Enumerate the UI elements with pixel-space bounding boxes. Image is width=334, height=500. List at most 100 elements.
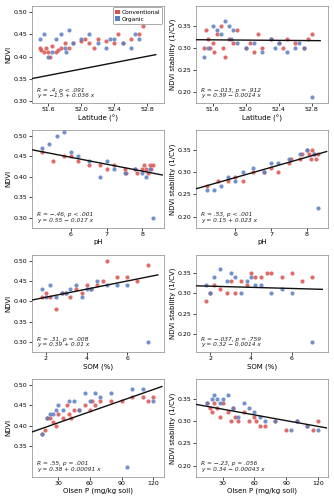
Text: R = −.013, p = .912
y = 0.39 − 0.0014 x: R = −.013, p = .912 y = 0.39 − 0.0014 x xyxy=(201,88,261,99)
Point xyxy=(84,285,89,293)
Point xyxy=(147,164,152,172)
Point xyxy=(140,164,145,172)
Point xyxy=(88,285,93,293)
Text: R = .4, p < .091
y = −1.5 + 0.036 x: R = .4, p < .091 y = −1.5 + 0.036 x xyxy=(37,88,94,99)
Point xyxy=(45,414,50,422)
Point xyxy=(211,48,217,56)
Point xyxy=(59,289,65,297)
Point xyxy=(207,44,213,52)
Point xyxy=(310,273,315,281)
Point xyxy=(273,417,278,425)
Point xyxy=(39,285,44,293)
Point xyxy=(64,402,69,409)
X-axis label: SOM (%): SOM (%) xyxy=(247,364,277,370)
Text: R = −.23, p = .056
y = 0.34 − 0.00043 x: R = −.23, p = .056 y = 0.34 − 0.00043 x xyxy=(201,461,265,472)
Point xyxy=(103,37,109,45)
X-axis label: Olsen P (mg/kg soil): Olsen P (mg/kg soil) xyxy=(63,488,133,494)
Point xyxy=(232,413,238,421)
Point xyxy=(54,132,59,140)
Point xyxy=(210,22,215,30)
Point xyxy=(145,8,150,16)
Point xyxy=(39,430,45,438)
Point xyxy=(91,44,96,52)
Point xyxy=(260,48,265,56)
Point xyxy=(218,400,223,407)
Point xyxy=(49,42,55,50)
Point xyxy=(244,281,249,289)
Text: R = .55, p = .001
y = 0.38 + 0.00091 x: R = .55, p = .001 y = 0.38 + 0.00091 x xyxy=(37,461,101,472)
Point xyxy=(145,260,150,268)
Point xyxy=(68,148,73,156)
Point xyxy=(203,26,209,34)
Point xyxy=(247,40,253,48)
Point xyxy=(41,30,47,38)
Point xyxy=(218,30,223,38)
Point xyxy=(315,417,321,425)
Point xyxy=(301,44,306,52)
Point xyxy=(145,398,151,406)
Point xyxy=(288,155,294,163)
Point xyxy=(218,22,223,30)
Point xyxy=(47,281,52,289)
Legend: Conventional, Organic: Conventional, Organic xyxy=(113,8,162,24)
Point xyxy=(315,150,320,158)
Point xyxy=(269,289,274,297)
Point xyxy=(45,414,50,422)
Point xyxy=(133,164,138,172)
Point xyxy=(40,148,45,156)
Point xyxy=(235,40,240,48)
Point xyxy=(240,168,245,176)
Point xyxy=(43,294,48,302)
Point xyxy=(49,48,55,56)
Point xyxy=(104,164,109,172)
Point xyxy=(104,156,109,164)
Point xyxy=(280,44,286,52)
Point xyxy=(289,426,294,434)
X-axis label: pH: pH xyxy=(93,239,103,245)
Point xyxy=(261,168,267,176)
Point xyxy=(83,35,88,43)
Point xyxy=(284,48,290,56)
Point xyxy=(74,281,79,289)
Point xyxy=(230,404,236,412)
Point xyxy=(269,164,274,172)
Point xyxy=(252,413,257,421)
Point xyxy=(293,44,298,52)
Point xyxy=(262,417,268,425)
Point xyxy=(140,385,146,393)
Point xyxy=(212,273,217,281)
Point xyxy=(62,40,67,48)
Point xyxy=(100,277,106,285)
Point xyxy=(256,30,261,38)
Point xyxy=(39,294,44,302)
Point xyxy=(71,398,76,406)
Point xyxy=(54,35,59,43)
Point xyxy=(145,338,150,346)
Point xyxy=(130,394,135,402)
Point xyxy=(133,164,138,172)
Point xyxy=(228,417,234,425)
X-axis label: Latitude (°): Latitude (°) xyxy=(78,114,118,121)
Point xyxy=(37,35,42,43)
Point xyxy=(276,160,281,168)
Point xyxy=(260,44,265,52)
Point xyxy=(124,462,130,470)
Point xyxy=(137,30,142,38)
Point xyxy=(141,22,146,30)
Point xyxy=(61,414,66,422)
Point xyxy=(122,169,127,177)
Point xyxy=(312,150,317,158)
Point xyxy=(220,400,225,407)
Point xyxy=(93,402,98,409)
Point xyxy=(228,277,233,285)
Point xyxy=(257,422,262,430)
Point xyxy=(253,273,258,281)
Point xyxy=(145,12,150,20)
Point xyxy=(209,408,214,416)
Point xyxy=(50,410,55,418)
Point xyxy=(208,289,213,297)
Y-axis label: NDVI stability (1/CV): NDVI stability (1/CV) xyxy=(170,392,176,464)
Point xyxy=(250,164,256,172)
Point xyxy=(140,394,146,402)
Point xyxy=(214,404,220,412)
